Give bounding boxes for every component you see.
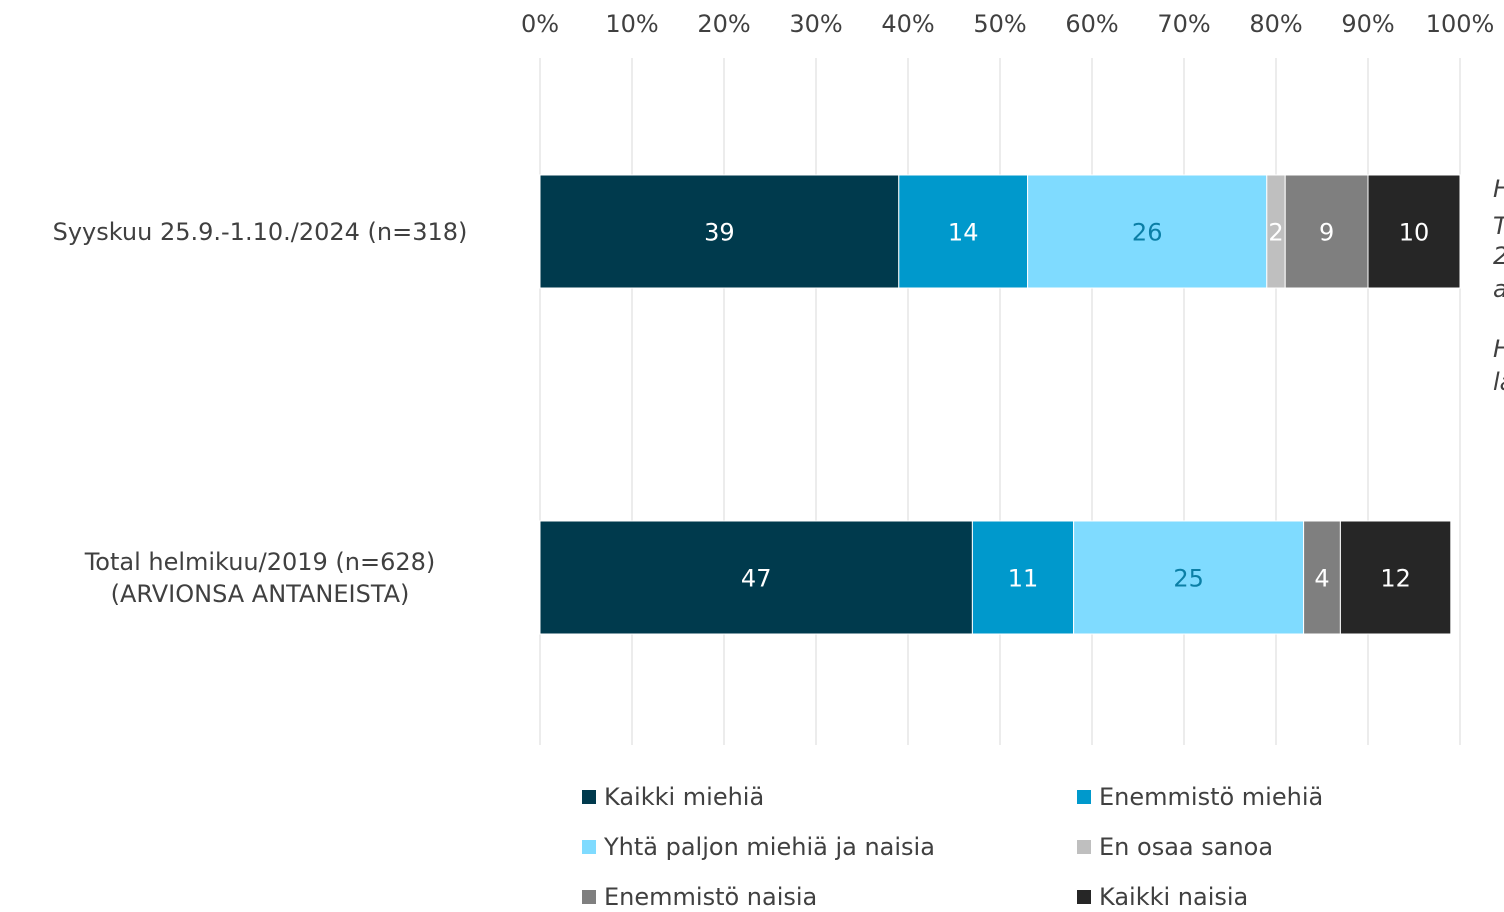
x-tick-label: 50% bbox=[973, 10, 1026, 38]
data-label: 2 bbox=[1268, 219, 1283, 247]
x-tick-label: 40% bbox=[881, 10, 934, 38]
legend-swatch bbox=[582, 790, 596, 804]
data-label: 12 bbox=[1380, 565, 1411, 593]
data-label: 9 bbox=[1319, 219, 1334, 247]
bar-segment bbox=[1073, 520, 1305, 635]
bar-segment bbox=[1367, 174, 1461, 289]
data-label: 4 bbox=[1314, 565, 1329, 593]
x-tick-label: 30% bbox=[789, 10, 842, 38]
bar-segment bbox=[1339, 520, 1452, 635]
category-label: Syyskuu 25.9.-1.10./2024 (n=318) bbox=[52, 217, 468, 246]
legend-label: Kaikki miehiä bbox=[604, 783, 764, 811]
x-tick-label: 20% bbox=[697, 10, 750, 38]
legend-label: Yhtä paljon miehiä ja naisia bbox=[603, 833, 935, 861]
annotation: H bbox=[1493, 175, 1504, 203]
legend-swatch bbox=[1077, 890, 1091, 904]
legend-swatch bbox=[1077, 790, 1091, 804]
bar-segment bbox=[1027, 174, 1268, 289]
legend-label: Enemmistö miehiä bbox=[1099, 783, 1323, 811]
data-label: 14 bbox=[948, 219, 979, 247]
legend-swatch bbox=[582, 890, 596, 904]
legend-label: Kaikki naisia bbox=[1099, 883, 1248, 911]
annotation: la bbox=[1493, 368, 1504, 396]
data-label: 26 bbox=[1132, 219, 1163, 247]
annotation: T bbox=[1493, 212, 1504, 240]
x-tick-label: 0% bbox=[521, 10, 559, 38]
x-tick-label: 70% bbox=[1157, 10, 1210, 38]
x-tick-label: 60% bbox=[1065, 10, 1118, 38]
legend-label: Enemmistö naisia bbox=[604, 883, 817, 911]
x-tick-label: 10% bbox=[605, 10, 658, 38]
bar-segment bbox=[539, 174, 900, 289]
data-label: 25 bbox=[1173, 565, 1204, 593]
legend-swatch bbox=[1077, 840, 1091, 854]
x-tick-label: 80% bbox=[1249, 10, 1302, 38]
x-tick-label: 90% bbox=[1341, 10, 1394, 38]
annotation: H bbox=[1493, 335, 1504, 363]
legend-swatch bbox=[582, 840, 596, 854]
legend-label: En osaa sanoa bbox=[1099, 833, 1273, 861]
annotation: 2 bbox=[1493, 242, 1504, 270]
category-label: Total helmikuu/2019 (n=628) (ARVIONSA AN… bbox=[84, 547, 436, 608]
bar-segment bbox=[971, 520, 1075, 635]
data-label: 47 bbox=[741, 565, 772, 593]
x-tick-label: 100% bbox=[1426, 10, 1495, 38]
bar-segment bbox=[898, 174, 1029, 289]
data-label: 11 bbox=[1008, 565, 1039, 593]
data-label: 10 bbox=[1399, 219, 1430, 247]
data-label: 39 bbox=[704, 219, 735, 247]
annotation: a bbox=[1493, 275, 1504, 303]
bar-segment bbox=[539, 520, 973, 635]
